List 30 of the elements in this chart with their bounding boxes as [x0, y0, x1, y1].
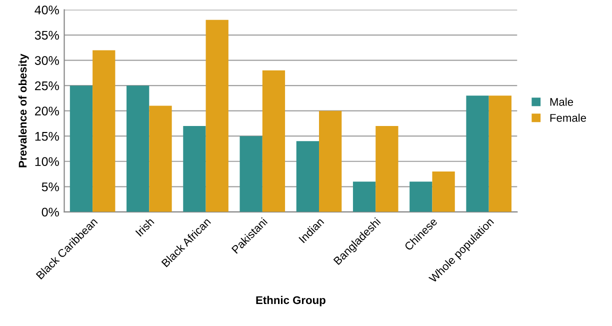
bar: [126, 86, 150, 212]
y-tick-label: 25%: [35, 81, 59, 90]
bar: [376, 126, 398, 212]
bar: [70, 86, 93, 212]
legend-label: Female: [550, 114, 586, 122]
bar: [149, 106, 172, 212]
bar: [262, 70, 286, 212]
legend-label: Male: [550, 98, 574, 106]
y-tick-label: 30%: [34, 56, 59, 65]
bar: [466, 96, 489, 212]
bar: [183, 126, 206, 212]
y-tick-label: 20%: [35, 106, 59, 116]
y-tick-label: 0%: [42, 208, 59, 217]
y-tick-label: 35%: [34, 30, 59, 40]
bar: [410, 182, 432, 212]
y-axis-title: Prevalence of obesity: [18, 54, 29, 168]
y-tick-label: 10%: [35, 157, 59, 166]
bar: [352, 182, 376, 212]
bar: [432, 171, 455, 212]
y-tick-label: 5%: [42, 182, 59, 192]
bar: [488, 96, 512, 212]
x-axis-title: Ethnic Group: [256, 296, 326, 306]
bar: [296, 141, 320, 212]
y-tick-label: 15%: [35, 132, 59, 141]
y-tick-label: 40%: [34, 6, 59, 14]
bar: [319, 110, 342, 212]
bar: [240, 136, 262, 212]
bar: [206, 20, 228, 212]
x-tick-label: Irish: [135, 217, 154, 237]
bar: [92, 50, 116, 212]
